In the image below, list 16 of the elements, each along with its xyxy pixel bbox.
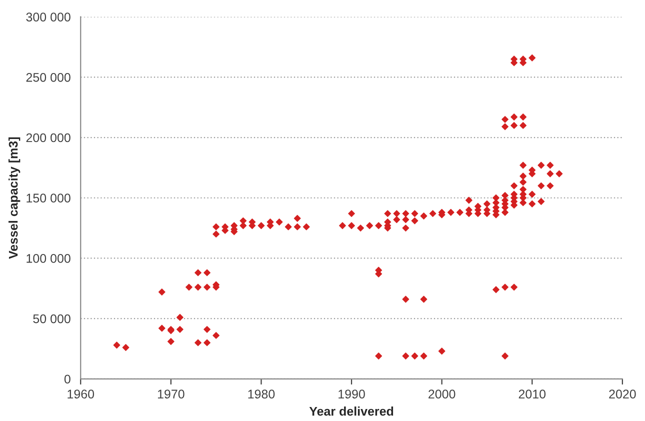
y-tick-label: 50 000	[33, 314, 70, 324]
x-tick-label: 1970	[158, 390, 184, 398]
x-tick-label: 1960	[68, 390, 94, 398]
y-tick-label: 150 000	[26, 194, 70, 203]
y-tick-label: 0	[64, 374, 70, 384]
x-tick-label: 1980	[248, 390, 275, 398]
y-tick-label: 300 000	[26, 12, 70, 22]
x-axis-title: Year delivered	[309, 406, 394, 416]
y-tick-label: 200 000	[26, 133, 70, 142]
y-tick-label: 250 000	[26, 72, 70, 82]
y-axis-title: Vessel capacity [m3]	[8, 137, 20, 259]
x-tick-label: 2020	[609, 390, 636, 398]
x-tick-label: 2010	[518, 390, 546, 398]
y-tick-label: 100 000	[26, 254, 70, 263]
x-tick-label: 1990	[338, 390, 365, 398]
x-tick-label: 2000	[428, 390, 456, 398]
